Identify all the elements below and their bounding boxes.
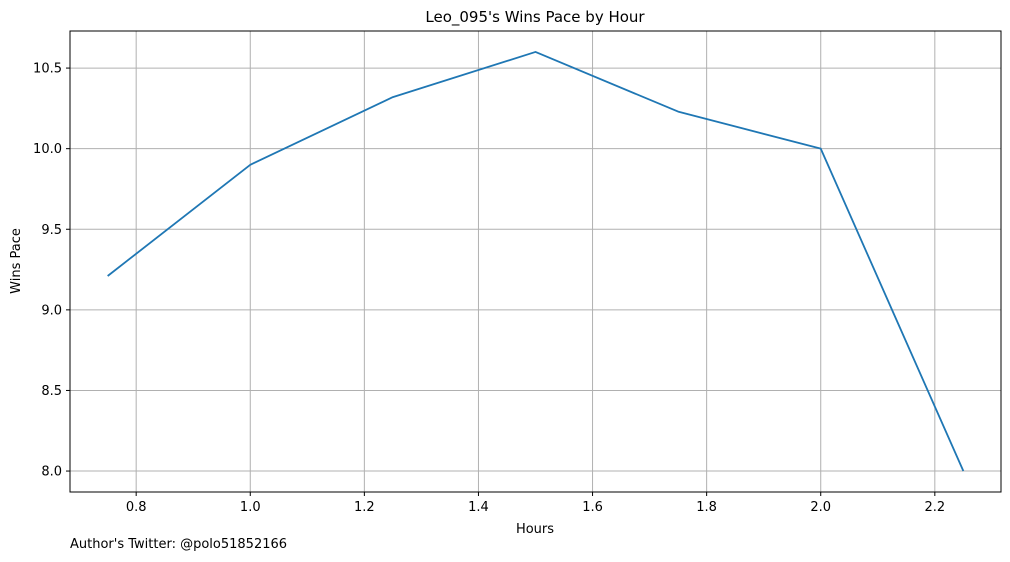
y-tick-label: 10.5 <box>33 62 62 77</box>
y-tick-label: 8.0 <box>41 465 62 480</box>
x-tick-label: 1.6 <box>582 500 603 515</box>
grid-lines <box>70 31 1001 492</box>
axis-ticks: 0.8 1.0 1.2 1.4 1.6 1.8 2.0 2.2 8.0 8.5 9.0 9.5 10.0… <box>33 62 945 515</box>
x-tick-label: 1.2 <box>354 500 375 515</box>
y-tick-label: 9.0 <box>41 303 62 318</box>
chart-title: Leo_095's Wins Pace by Hour <box>425 8 645 27</box>
y-axis-label: Wins Pace <box>9 228 24 294</box>
wins-pace-line <box>107 51 965 472</box>
y-tick-label: 10.0 <box>33 142 62 157</box>
x-tick-label: 1.4 <box>468 500 489 515</box>
x-tick-label: 2.0 <box>810 500 831 515</box>
y-tick-label: 9.5 <box>41 223 62 238</box>
x-tick-label: 2.2 <box>924 500 945 515</box>
plot-area-frame <box>69 30 1002 493</box>
x-tick-label: 1.0 <box>240 500 261 515</box>
x-tick-label: 0.8 <box>126 500 147 515</box>
x-axis-label: Hours <box>516 522 554 537</box>
series-line-layer <box>107 51 965 472</box>
author-footnote: Author's Twitter: @polo51852166 <box>70 537 288 552</box>
x-tick-label: 1.8 <box>696 500 717 515</box>
y-tick-label: 8.5 <box>41 384 62 399</box>
